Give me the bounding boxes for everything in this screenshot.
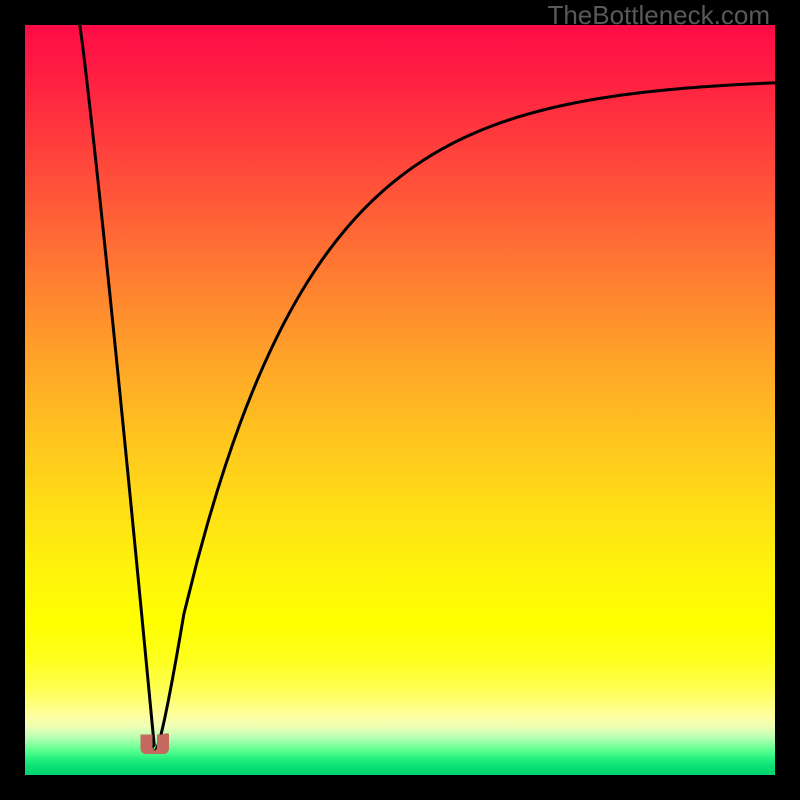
bottleneck-curve (80, 25, 775, 751)
chart-container: TheBottleneck.com (0, 0, 800, 800)
curve-layer (25, 25, 775, 775)
watermark-text: TheBottleneck.com (547, 0, 770, 31)
plot-area (25, 25, 775, 775)
